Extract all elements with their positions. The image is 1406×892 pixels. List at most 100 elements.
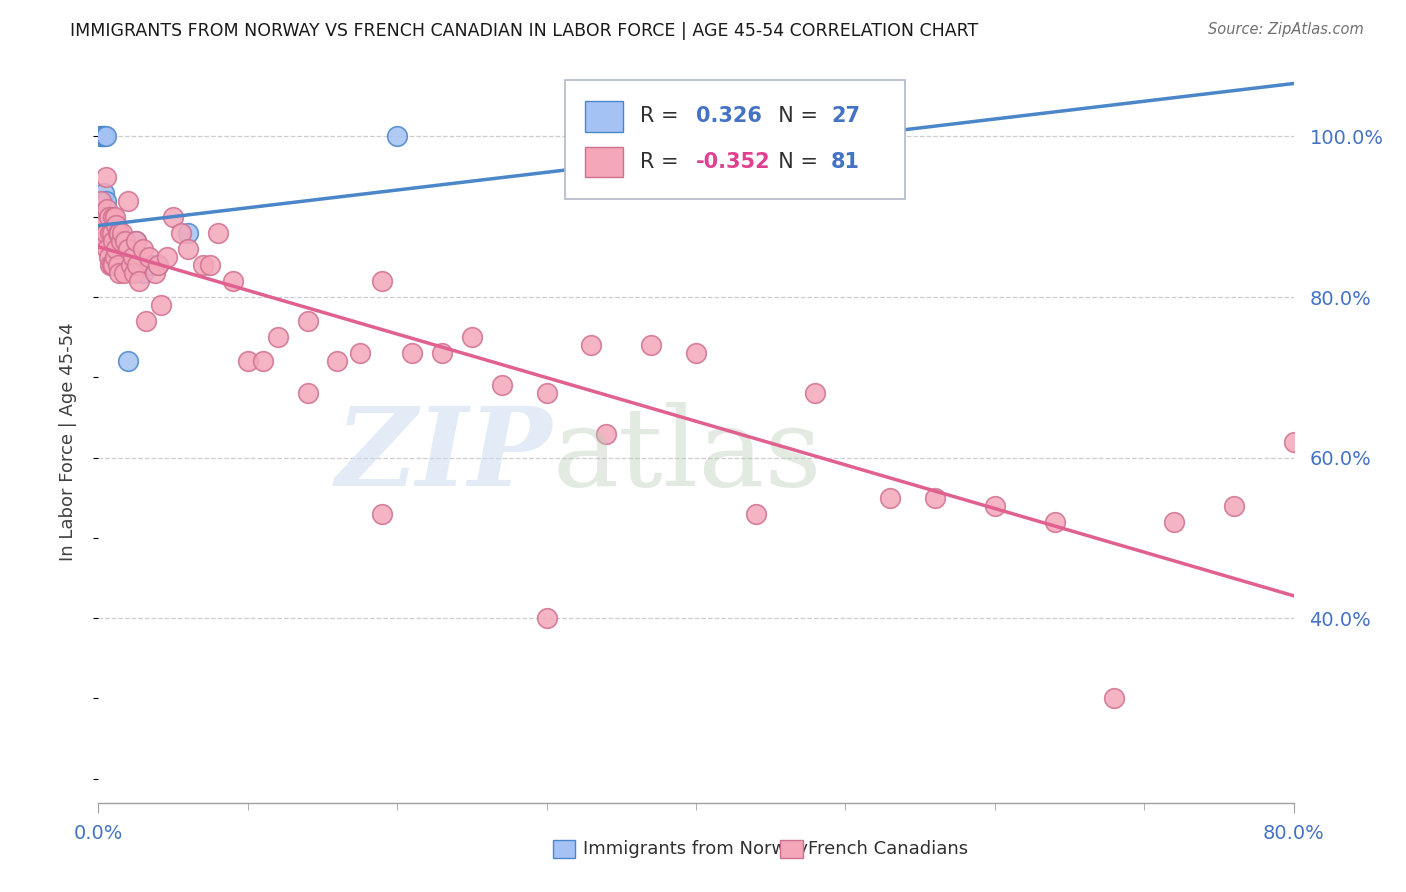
Point: [148, 258, 170, 272]
Point: [117, 242, 139, 256]
Point: [117, 194, 139, 208]
Point: [207, 226, 229, 240]
Point: [107, 258, 129, 272]
Point: [121, 250, 143, 264]
Point: [371, 507, 394, 521]
Point: [491, 378, 513, 392]
Text: Immigrants from Norway: Immigrants from Norway: [583, 840, 808, 858]
Point: [685, 346, 707, 360]
Point: [745, 507, 768, 521]
Text: ZIP: ZIP: [336, 402, 553, 509]
Point: [297, 314, 319, 328]
Point: [97, 250, 120, 264]
Point: [124, 266, 146, 280]
Point: [97, 226, 120, 240]
Point: [108, 266, 131, 280]
Point: [105, 234, 128, 248]
Point: [110, 234, 132, 248]
Point: [104, 242, 127, 256]
Point: [169, 226, 191, 240]
Point: [371, 274, 394, 288]
Point: [103, 258, 125, 272]
Point: [430, 346, 453, 360]
FancyBboxPatch shape: [585, 147, 623, 178]
Point: [267, 330, 290, 344]
Text: atlas: atlas: [553, 402, 823, 509]
Text: N =: N =: [765, 152, 825, 172]
Point: [461, 330, 484, 344]
Point: [98, 234, 122, 248]
Point: [103, 242, 125, 256]
Text: R =: R =: [640, 106, 685, 127]
Point: [581, 338, 603, 352]
Point: [94, 226, 117, 240]
Point: [1104, 691, 1126, 706]
Point: [114, 234, 136, 248]
Point: [640, 338, 662, 352]
Point: [132, 242, 155, 256]
Text: 81: 81: [831, 152, 860, 172]
Point: [101, 226, 124, 240]
Point: [120, 250, 142, 264]
Point: [132, 266, 155, 280]
Point: [177, 226, 200, 240]
Text: -0.352: -0.352: [696, 152, 770, 172]
Point: [93, 186, 115, 200]
Point: [120, 258, 142, 272]
Point: [139, 258, 162, 272]
Point: [103, 234, 125, 248]
Point: [1282, 434, 1305, 449]
Point: [252, 354, 274, 368]
Text: Source: ZipAtlas.com: Source: ZipAtlas.com: [1208, 22, 1364, 37]
Point: [112, 266, 135, 280]
Point: [125, 234, 148, 248]
Point: [107, 226, 129, 240]
Point: [143, 266, 166, 280]
Point: [111, 226, 134, 240]
Point: [138, 250, 160, 264]
Point: [148, 258, 170, 272]
Point: [90, 129, 112, 144]
Point: [1223, 499, 1246, 513]
Point: [401, 346, 423, 360]
Point: [150, 298, 173, 312]
Point: [91, 226, 114, 240]
Point: [162, 210, 184, 224]
Point: [98, 258, 122, 272]
Point: [536, 386, 558, 401]
Point: [1163, 515, 1185, 529]
Point: [128, 274, 150, 288]
Point: [127, 258, 149, 272]
Text: N =: N =: [765, 106, 825, 127]
Point: [125, 234, 148, 248]
Point: [135, 314, 157, 328]
Point: [96, 234, 118, 248]
Point: [191, 258, 214, 272]
Point: [924, 491, 946, 505]
Point: [111, 242, 134, 256]
Point: [89, 129, 111, 144]
Point: [236, 354, 259, 368]
Point: [200, 258, 222, 272]
Point: [103, 210, 125, 224]
FancyBboxPatch shape: [585, 101, 623, 132]
Point: [101, 234, 124, 248]
Point: [97, 226, 120, 240]
Point: [104, 210, 127, 224]
Point: [222, 274, 245, 288]
Point: [94, 194, 117, 208]
Text: R =: R =: [640, 152, 685, 172]
Point: [804, 386, 827, 401]
Point: [297, 386, 319, 401]
Point: [536, 611, 558, 625]
Point: [91, 210, 114, 224]
Point: [156, 250, 179, 264]
Point: [90, 194, 112, 208]
Point: [89, 226, 111, 240]
Point: [385, 129, 409, 144]
Point: [96, 210, 118, 224]
Text: 0.326: 0.326: [696, 106, 762, 127]
Text: French Canadians: French Canadians: [808, 840, 969, 858]
Point: [93, 129, 115, 144]
Point: [93, 218, 115, 232]
